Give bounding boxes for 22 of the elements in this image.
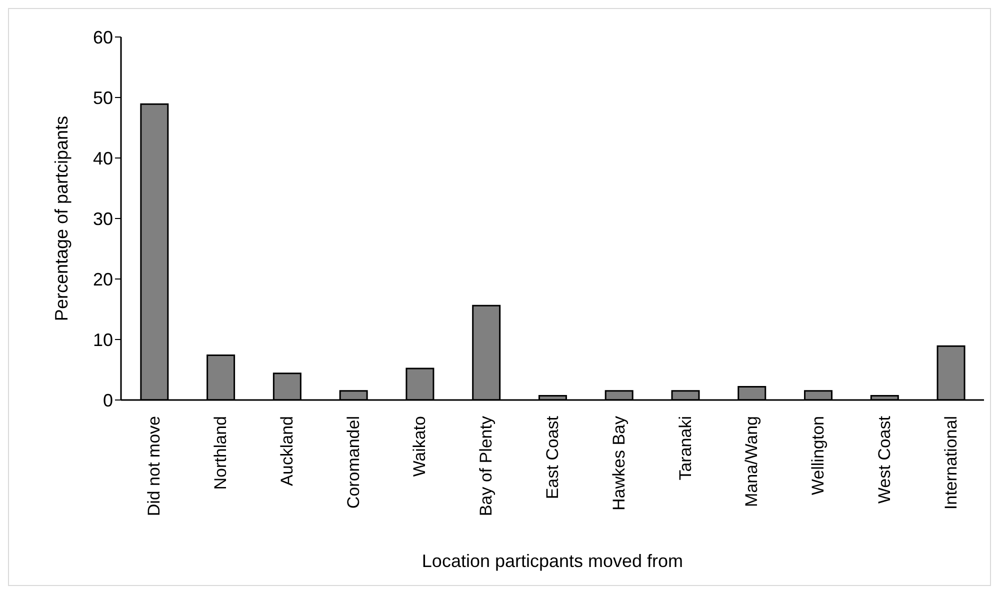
x-tick-label: Auckland — [277, 416, 296, 486]
x-tick-label: Did not move — [144, 416, 164, 516]
x-tick-label: Hawkes Bay — [609, 416, 628, 510]
y-tick-label: 40 — [92, 148, 113, 168]
x-tick-label: Wellington — [808, 416, 828, 496]
x-tick-label: Northland — [211, 416, 230, 490]
x-tick-label: Bay of Plenty — [476, 416, 496, 516]
y-tick-label: 0 — [102, 390, 113, 410]
y-tick-label: 60 — [92, 27, 113, 48]
x-tick-label: Taranaki — [676, 416, 695, 480]
x-tick-label: Waikato — [410, 416, 430, 477]
y-tick-label: 10 — [92, 330, 113, 350]
x-tick-label: Coromandel — [344, 416, 363, 509]
x-tick-label: International — [941, 416, 960, 510]
x-axis-title: Location particpants moved from — [422, 551, 684, 571]
y-tick-label: 30 — [92, 208, 113, 229]
x-tick-label: West Coast — [874, 416, 894, 504]
y-tick-label: 50 — [92, 88, 113, 108]
x-tick-label: Mana/Wang — [742, 416, 762, 508]
x-tick-label: East Coast — [543, 416, 562, 500]
y-tick-label: 20 — [92, 269, 113, 290]
y-axis-title: Percentage of partcipants — [51, 116, 72, 322]
